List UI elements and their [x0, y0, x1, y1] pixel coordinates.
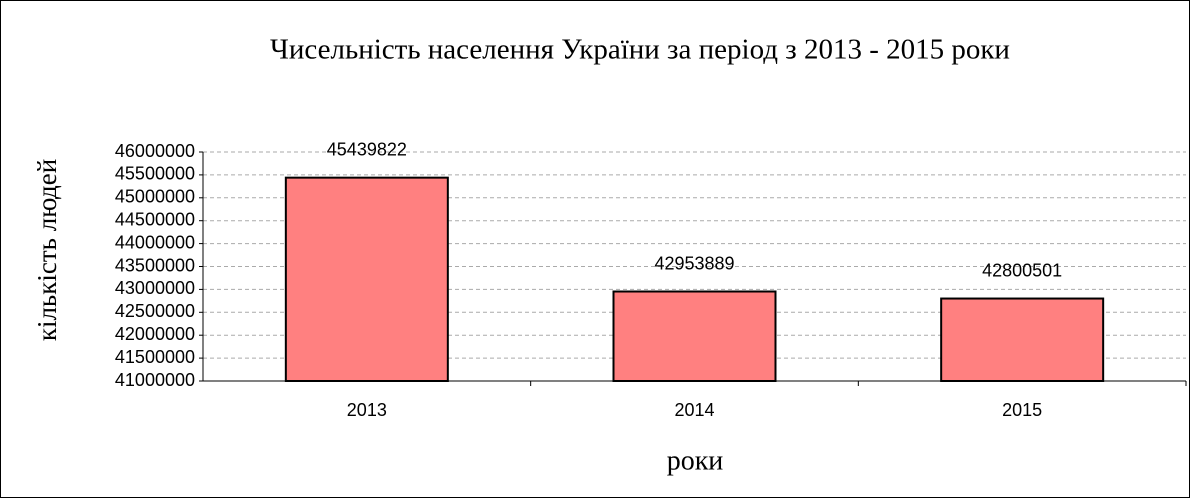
y-tick-label: 41000000	[115, 370, 195, 390]
bar	[940, 297, 1105, 382]
x-axis-label: роки	[667, 445, 724, 476]
y-axis-label: кількість людей	[32, 159, 62, 341]
y-tick-label: 45000000	[115, 187, 195, 207]
x-tick-label: 2015	[1002, 400, 1042, 420]
y-tick-label: 45500000	[115, 164, 195, 184]
x-tick-label: 2014	[674, 400, 714, 420]
x-tick-label: 2013	[347, 400, 387, 420]
y-tick-label: 42000000	[115, 324, 195, 344]
y-tick-label: 44000000	[115, 232, 195, 252]
data-label: 42800501	[982, 260, 1062, 280]
y-tick-label: 43500000	[115, 255, 195, 275]
data-label: 45439822	[327, 139, 407, 159]
bar	[284, 176, 449, 382]
y-tick-label: 46000000	[115, 141, 195, 161]
y-tick-label: 41500000	[115, 347, 195, 367]
chart-title: Чисельність населення України за період …	[270, 34, 1010, 66]
data-label: 42953889	[654, 253, 734, 273]
y-tick-label: 43000000	[115, 278, 195, 298]
bar	[612, 290, 777, 382]
y-tick-label: 44500000	[115, 209, 195, 229]
y-tick-label: 42500000	[115, 301, 195, 321]
